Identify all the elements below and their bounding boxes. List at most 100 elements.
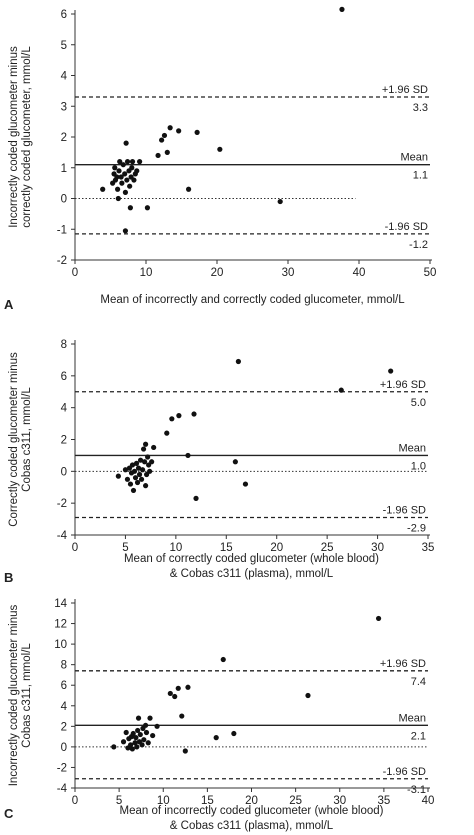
upper-limit-line-label: +1.96 SD bbox=[382, 84, 428, 96]
x-tick-label: 20 bbox=[270, 542, 283, 554]
lower-limit-line-label: -1.96 SD bbox=[383, 766, 426, 778]
x-tick-label: 10 bbox=[157, 795, 170, 807]
y-axis-title: correctly coded glucometer, mmol/L bbox=[21, 46, 33, 228]
data-point bbox=[134, 168, 140, 174]
data-point bbox=[144, 205, 151, 211]
data-point bbox=[131, 468, 138, 474]
data-point bbox=[235, 358, 241, 365]
data-point bbox=[339, 6, 345, 12]
data-point bbox=[122, 189, 129, 195]
data-point bbox=[145, 740, 151, 746]
x-tick-label: 20 bbox=[211, 267, 224, 279]
x-tick-label: 10 bbox=[140, 267, 153, 279]
mean-line-label: Mean bbox=[398, 442, 426, 454]
lower-limit-line-label: -1.96 SD bbox=[385, 221, 428, 233]
y-tick-label: 2 bbox=[61, 721, 67, 733]
y-axis-title: Cobas c311, mmol/L bbox=[21, 387, 33, 492]
panel-letter: B bbox=[4, 570, 13, 585]
upper-limit-line-value: 3.3 bbox=[413, 102, 428, 114]
upper-limit-line-label: +1.96 SD bbox=[380, 379, 426, 391]
data-point bbox=[242, 481, 249, 487]
data-point bbox=[127, 481, 134, 487]
data-point bbox=[375, 615, 382, 622]
data-point bbox=[141, 737, 147, 743]
data-point bbox=[164, 149, 170, 155]
x-tick-label: 40 bbox=[353, 267, 366, 279]
data-point bbox=[134, 479, 141, 486]
data-point bbox=[143, 722, 149, 728]
data-point bbox=[116, 168, 122, 174]
data-point bbox=[141, 459, 148, 465]
mean-line-label: Mean bbox=[398, 712, 426, 724]
data-point bbox=[154, 723, 160, 729]
data-point bbox=[135, 715, 142, 721]
data-point bbox=[155, 152, 161, 159]
y-axis-title: Correctly coded glucometer minus bbox=[8, 352, 20, 527]
data-point bbox=[118, 174, 124, 180]
x-tick-label: 25 bbox=[289, 795, 302, 807]
data-point bbox=[137, 159, 143, 165]
data-point bbox=[220, 656, 226, 663]
data-point bbox=[111, 744, 117, 750]
y-tick-label: 2 bbox=[61, 132, 67, 144]
data-point bbox=[130, 487, 137, 494]
data-point bbox=[124, 159, 131, 165]
y-tick-label: 4 bbox=[61, 701, 68, 713]
data-point bbox=[123, 729, 129, 736]
data-point bbox=[129, 462, 136, 468]
data-point bbox=[122, 171, 128, 177]
data-point bbox=[145, 454, 151, 460]
x-tick-label: 30 bbox=[282, 267, 295, 279]
data-point bbox=[164, 430, 170, 436]
data-point bbox=[130, 730, 136, 737]
x-tick-label: 50 bbox=[424, 267, 437, 279]
mean-line-value: 2.1 bbox=[411, 730, 426, 742]
y-tick-label: -2 bbox=[57, 255, 67, 267]
data-point bbox=[175, 685, 181, 691]
x-tick-label: 25 bbox=[321, 542, 334, 554]
x-axis-title: & Cobas c311 (plasma), mmol/L bbox=[170, 568, 334, 580]
x-tick-label: 0 bbox=[72, 795, 78, 807]
data-point bbox=[124, 476, 131, 482]
y-axis-title: Incorrectly coded glucometer minus bbox=[8, 604, 20, 786]
y-tick-label: 0 bbox=[61, 194, 67, 206]
data-point bbox=[232, 459, 238, 465]
y-tick-label: -4 bbox=[57, 530, 68, 542]
data-point bbox=[115, 473, 121, 479]
data-point bbox=[176, 413, 182, 419]
y-tick-label: -4 bbox=[57, 783, 68, 795]
y-tick-label: 4 bbox=[61, 403, 68, 415]
data-point bbox=[191, 411, 197, 417]
data-point bbox=[167, 690, 173, 697]
data-point bbox=[132, 740, 138, 746]
data-point bbox=[127, 742, 134, 748]
data-point bbox=[124, 177, 130, 183]
data-point bbox=[129, 159, 136, 165]
data-point bbox=[114, 174, 120, 180]
data-point bbox=[127, 183, 133, 189]
data-point bbox=[172, 693, 178, 700]
panel-letter: A bbox=[4, 297, 14, 312]
panel-letter: C bbox=[4, 806, 14, 821]
x-tick-label: 10 bbox=[169, 542, 182, 554]
mean-line-value: 1.1 bbox=[413, 170, 428, 182]
y-tick-label: 2 bbox=[61, 435, 67, 447]
lower-limit-line-value: -3.1 bbox=[407, 784, 426, 796]
y-tick-label: -1 bbox=[57, 224, 67, 236]
data-point bbox=[179, 713, 185, 719]
x-axis-title: Mean of incorrectly and correctly coded … bbox=[100, 294, 405, 306]
data-point bbox=[133, 460, 140, 466]
data-point bbox=[150, 732, 156, 739]
x-tick-label: 40 bbox=[422, 795, 435, 807]
x-tick-label: 30 bbox=[371, 542, 384, 554]
y-tick-label: 5 bbox=[61, 40, 67, 52]
data-point bbox=[149, 459, 155, 465]
upper-limit-line-value: 7.4 bbox=[411, 676, 426, 688]
y-axis-title: Cobas c311, mmol/L bbox=[21, 643, 33, 748]
data-point bbox=[193, 495, 199, 501]
data-point bbox=[115, 186, 121, 192]
y-tick-label: -2 bbox=[57, 762, 67, 774]
y-tick-label: 4 bbox=[61, 71, 68, 83]
y-tick-label: 6 bbox=[61, 9, 67, 21]
